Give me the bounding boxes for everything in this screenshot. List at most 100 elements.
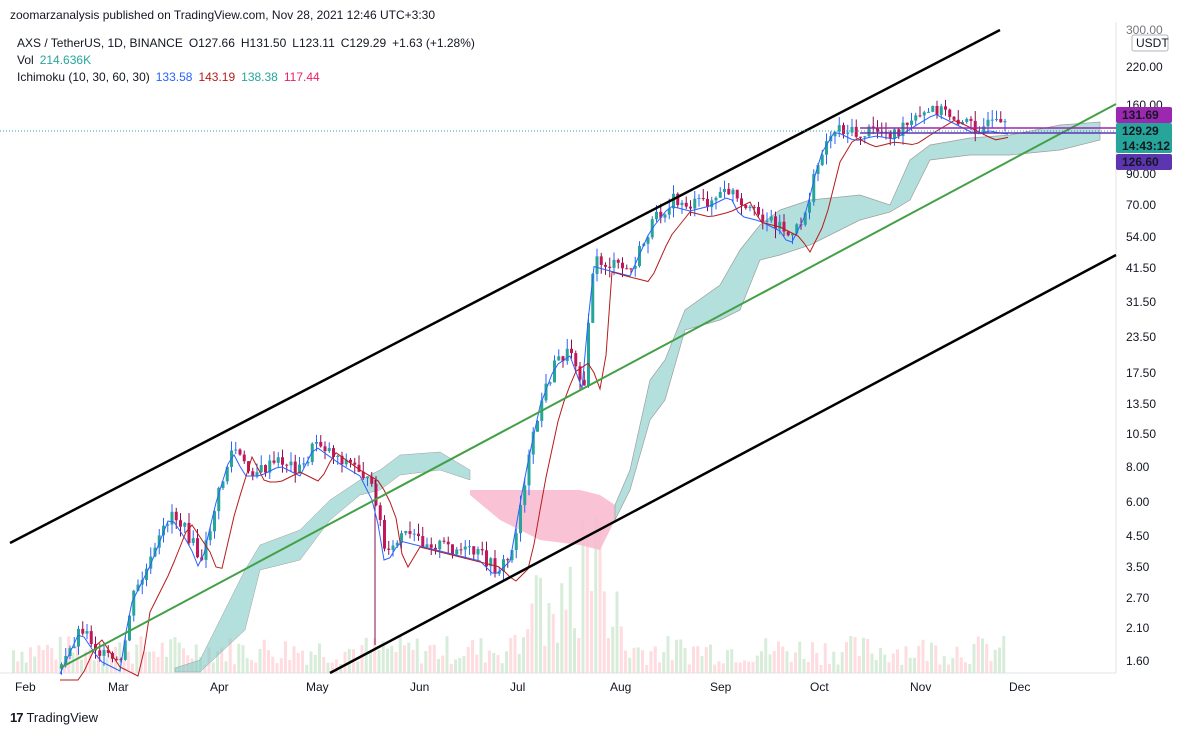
volume-bar [751, 661, 755, 673]
candle-body [944, 106, 947, 110]
volume-bar [364, 637, 368, 673]
volume-bar [360, 645, 364, 673]
candle-body [629, 268, 633, 270]
volume-bar [33, 656, 37, 673]
volume-bar [449, 663, 453, 673]
candle-body [115, 658, 119, 660]
candle-body [336, 455, 340, 457]
candle-body [536, 420, 539, 432]
candle-body [850, 126, 854, 133]
ichimoku-label[interactable]: Ichimoku (10, 30, 60, 30) [17, 70, 150, 84]
volume-bar [241, 645, 245, 673]
volume-bar [772, 651, 776, 673]
candle-body [608, 266, 612, 268]
volume-bar [568, 566, 572, 673]
volume-bar [738, 662, 742, 673]
candle-body [340, 455, 344, 465]
volume-bar [721, 663, 725, 673]
volume-bar [951, 658, 955, 673]
volume-value: 214.636K [39, 53, 92, 67]
candle-body [863, 136, 867, 138]
time-tick-label: Oct [810, 680, 829, 694]
candle-body [561, 356, 565, 362]
volume-bar [598, 522, 602, 673]
candle-body [234, 449, 238, 451]
candle-body [480, 549, 484, 551]
volume-bar [823, 643, 827, 673]
symbol-label[interactable]: AXS / TetherUS, 1D, BINANCE [17, 36, 183, 50]
tradingview-brand[interactable]: 17 TradingView [10, 710, 98, 725]
volume-bar [615, 591, 619, 673]
volume-bar [37, 645, 41, 673]
volume-bar [959, 657, 963, 673]
candle-body [952, 116, 956, 120]
volume-bar [143, 651, 147, 673]
volume-bar [233, 664, 236, 673]
volume-bar [930, 642, 933, 673]
price-tick-label: 3.50 [1126, 560, 1150, 574]
volume-bar [492, 652, 496, 673]
volume-bar [789, 661, 793, 673]
candle-body [98, 650, 102, 656]
volume-bar [866, 638, 870, 673]
volume-bar [785, 651, 789, 673]
volume-bar [424, 650, 428, 673]
candle-body [319, 441, 323, 447]
volume-bar [347, 648, 351, 673]
volume-bar [118, 642, 122, 673]
candle-body [442, 540, 446, 542]
volume-bar [309, 651, 313, 673]
volume-bar [887, 662, 891, 673]
volume-bar [420, 663, 423, 673]
price-tick-label: 6.00 [1126, 495, 1150, 509]
volume-bar [220, 647, 224, 673]
volume-bar [675, 639, 678, 673]
candle-body [667, 208, 671, 215]
ich-spanB-value: 117.44 [283, 70, 320, 84]
time-tick-label: Nov [910, 680, 931, 694]
candle-body [298, 464, 301, 474]
symbol-row: AXS / TetherUS, 1D, BINANCE O127.66 H131… [17, 35, 475, 52]
candle-body [438, 540, 442, 550]
volume-bar [653, 646, 657, 673]
volume-bar [84, 651, 88, 673]
candle-body [646, 237, 650, 244]
volume-bar [700, 656, 704, 673]
volume-label[interactable]: Vol [17, 53, 34, 67]
time-tick-label: Jun [410, 680, 429, 694]
volume-bar [683, 647, 687, 673]
candle-body [128, 615, 131, 641]
candle-body [264, 465, 267, 473]
volume-bar [488, 650, 491, 673]
candle-body [391, 545, 395, 550]
currency-label: USDT [1136, 36, 1169, 50]
ichimoku-cloud-green-2 [614, 121, 1101, 521]
candle-body [238, 449, 242, 455]
volume-bar [211, 662, 215, 673]
candle-body [332, 448, 335, 457]
volume-bar [415, 638, 419, 673]
candle-body [531, 431, 535, 455]
ichimoku-cloud-pink [470, 490, 615, 550]
candle-body [582, 379, 586, 386]
candle-body [765, 220, 769, 222]
volume-bar [54, 659, 58, 673]
candle-body [85, 631, 89, 634]
volume-bar [551, 613, 555, 673]
candle-body [225, 466, 229, 482]
candle-body [404, 531, 408, 534]
volume-bar [479, 638, 483, 673]
candle-body [77, 628, 80, 647]
volume-bar [296, 652, 300, 673]
volume-bar [398, 635, 402, 673]
candle-body [612, 259, 616, 268]
volume-bar [12, 650, 15, 673]
volume-bar [126, 651, 130, 673]
volume-bar [216, 651, 219, 673]
price-tag-current-text: 129.29 [1122, 124, 1159, 138]
candle-body [221, 481, 225, 488]
candle-body [306, 462, 310, 464]
volume-bar [301, 650, 304, 673]
price-tag-current-text: 14:43:12 [1122, 139, 1170, 153]
